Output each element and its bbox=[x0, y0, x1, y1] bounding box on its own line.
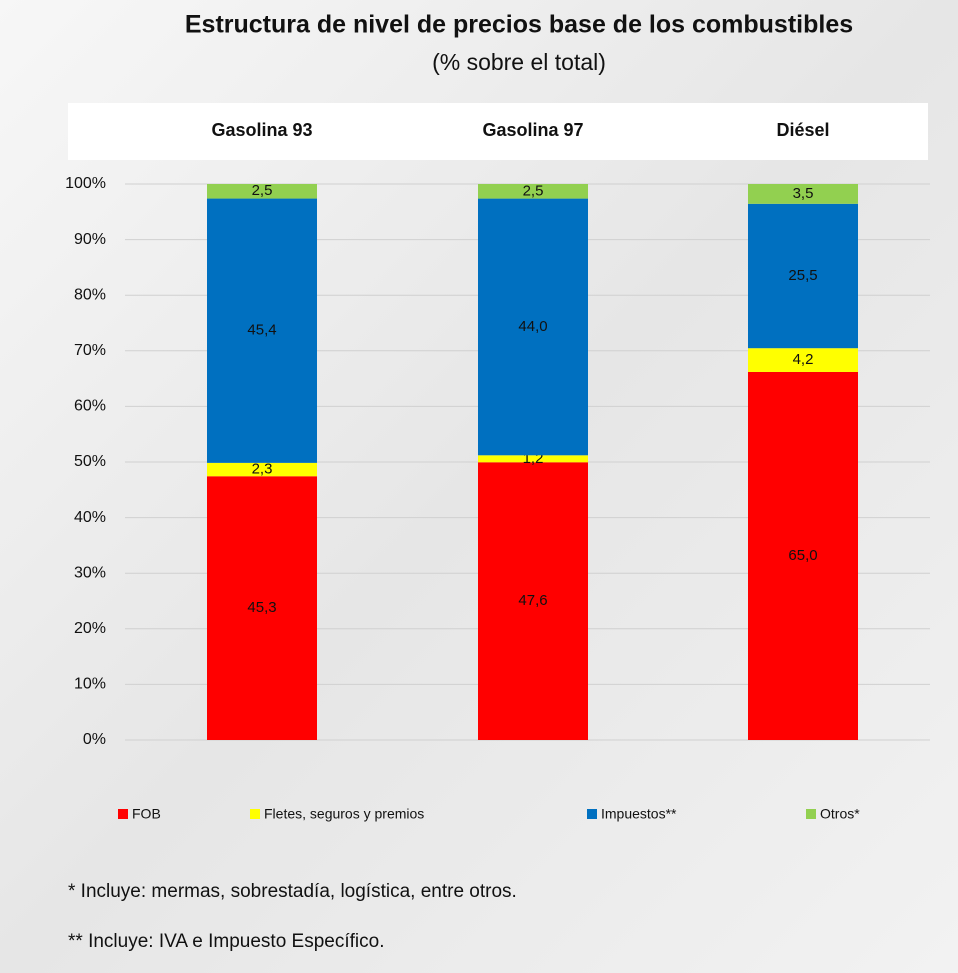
y-tick-label: 10% bbox=[74, 676, 106, 693]
bar-segment bbox=[207, 476, 317, 740]
chart-subtitle: (% sobre el total) bbox=[432, 49, 606, 75]
bar-segment bbox=[478, 198, 588, 456]
legend-label: Impuestos** bbox=[601, 806, 677, 822]
data-label: 2,5 bbox=[252, 182, 273, 199]
data-label: 45,3 bbox=[247, 599, 276, 616]
bar-segment bbox=[207, 462, 317, 477]
footnote: * Incluye: mermas, sobrestadía, logístic… bbox=[68, 881, 517, 902]
category-label: Gasolina 97 bbox=[482, 120, 583, 140]
y-tick-label: 0% bbox=[83, 731, 106, 748]
bar-segment bbox=[748, 184, 858, 204]
bar-segment bbox=[207, 184, 317, 199]
y-tick-label: 30% bbox=[74, 564, 106, 581]
legend-swatch bbox=[806, 809, 816, 819]
bar-segment bbox=[478, 455, 588, 463]
y-tick-label: 100% bbox=[65, 175, 106, 192]
y-tick-label: 80% bbox=[74, 286, 106, 303]
bar-segment bbox=[207, 198, 317, 463]
header-band bbox=[68, 103, 928, 160]
bar-segment bbox=[748, 348, 858, 372]
data-label: 45,4 bbox=[247, 322, 276, 339]
data-label: 2,5 bbox=[523, 182, 544, 199]
legend-label: Fletes, seguros y premios bbox=[264, 806, 424, 822]
data-label: 4,2 bbox=[793, 351, 814, 368]
y-tick-label: 70% bbox=[74, 342, 106, 359]
data-label: 3,5 bbox=[793, 185, 814, 202]
y-tick-label: 60% bbox=[74, 398, 106, 415]
data-label: 44,0 bbox=[518, 318, 547, 335]
y-tick-label: 90% bbox=[74, 231, 106, 248]
data-label: 65,0 bbox=[788, 547, 817, 564]
y-tick-label: 40% bbox=[74, 509, 106, 526]
legend-label: Otros* bbox=[820, 806, 860, 822]
bar-segment bbox=[748, 371, 858, 740]
chart-title: Estructura de nivel de precios base de l… bbox=[185, 11, 853, 39]
legend-swatch bbox=[587, 809, 597, 819]
data-label: 47,6 bbox=[518, 592, 547, 609]
footnote: ** Incluye: IVA e Impuesto Específico. bbox=[68, 931, 384, 952]
data-label: 2,3 bbox=[252, 461, 273, 478]
category-label: Gasolina 93 bbox=[211, 120, 312, 140]
bar-segment bbox=[478, 184, 588, 199]
bar-segment bbox=[478, 462, 588, 740]
category-label: Diésel bbox=[776, 120, 829, 140]
legend-label: FOB bbox=[132, 806, 161, 822]
y-tick-label: 20% bbox=[74, 620, 106, 637]
legend-swatch bbox=[118, 809, 128, 819]
legend-swatch bbox=[250, 809, 260, 819]
y-tick-label: 50% bbox=[74, 453, 106, 470]
data-label: 25,5 bbox=[788, 267, 817, 284]
bar-segment bbox=[748, 203, 858, 349]
